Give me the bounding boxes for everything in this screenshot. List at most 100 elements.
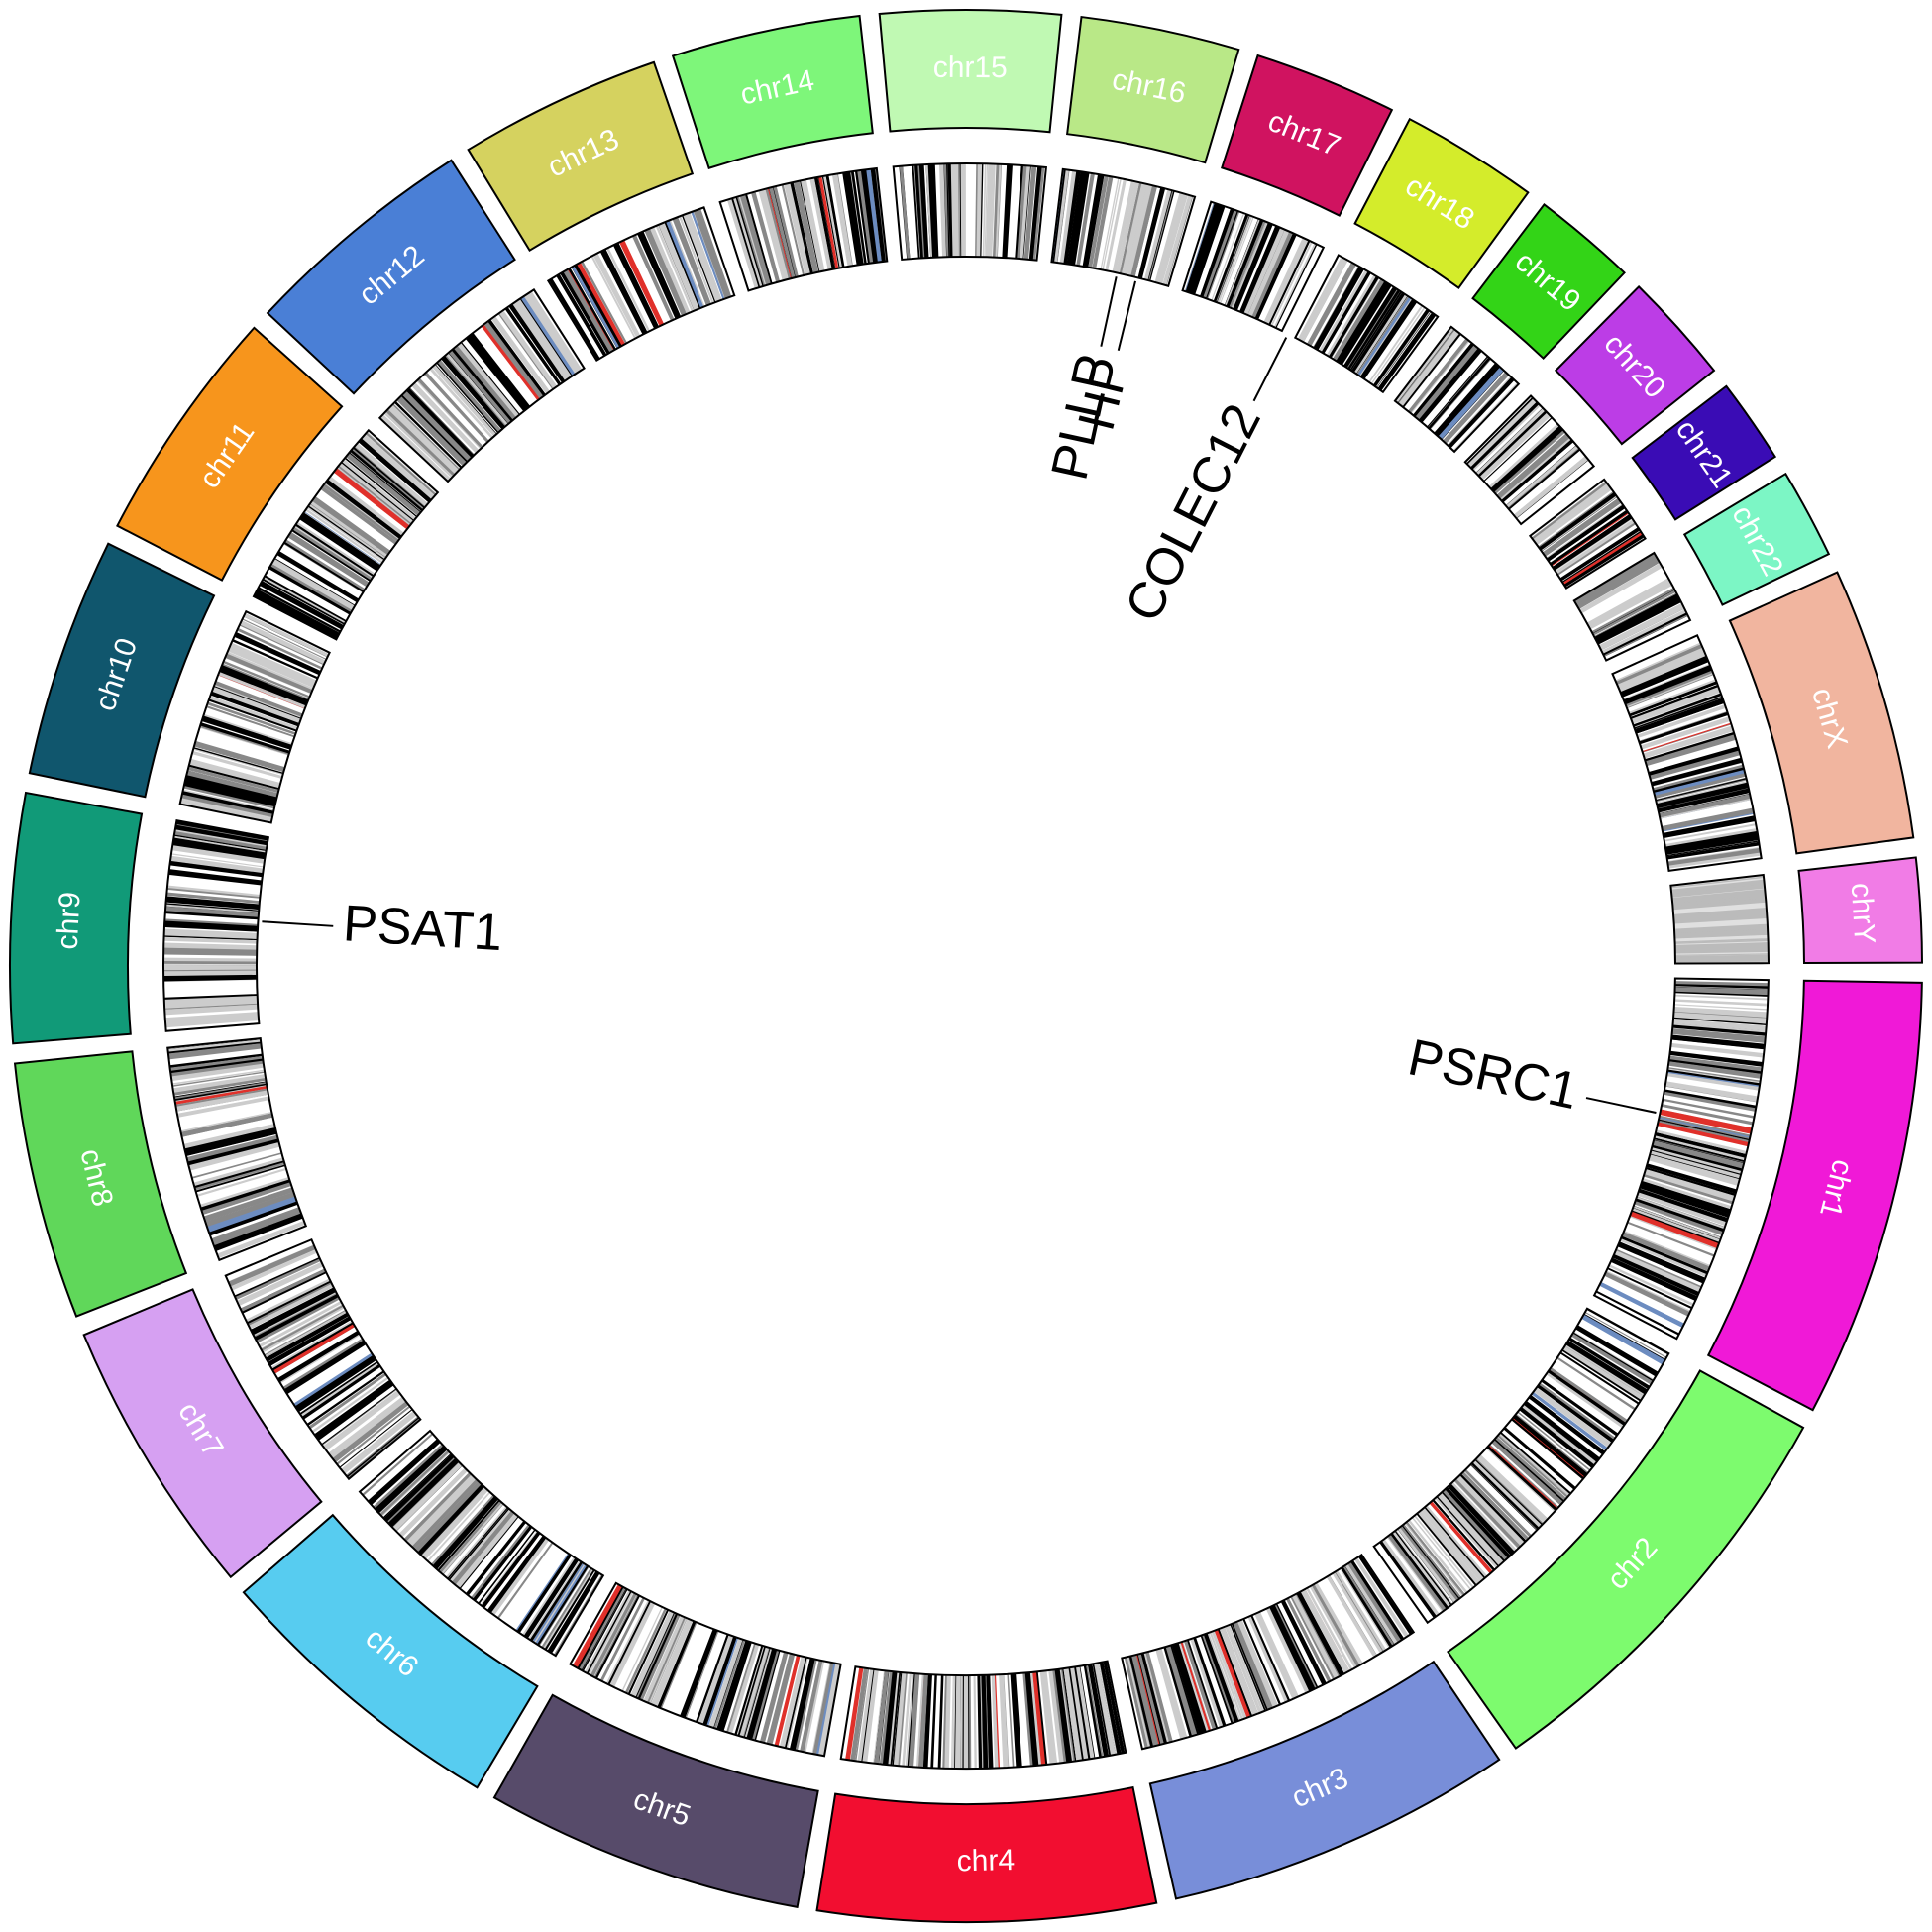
ideogram-band — [1417, 1511, 1479, 1586]
ideogram-band — [762, 188, 789, 280]
ideogram-band — [408, 1476, 477, 1547]
ideogram-band — [511, 301, 569, 381]
ideogram-band — [643, 1615, 685, 1703]
ideogram-band — [292, 526, 373, 581]
ideogram-band — [210, 690, 300, 727]
ideogram-band — [572, 1584, 623, 1668]
ideogram-band — [1483, 416, 1553, 483]
ideogram-band — [706, 1637, 739, 1727]
ideogram-band — [1339, 282, 1392, 366]
ideogram-band — [1479, 412, 1551, 480]
ideogram-band — [1667, 1061, 1762, 1079]
ideogram-band — [182, 789, 274, 811]
ideogram-band — [471, 332, 531, 408]
ideogram-band — [1239, 225, 1281, 314]
ideogram-band — [1086, 1664, 1104, 1758]
ideogram-band — [181, 790, 274, 815]
ideogram-band — [739, 1646, 768, 1737]
ideogram-band — [1639, 1185, 1730, 1218]
chromosome: chr20 — [1463, 284, 1716, 526]
ideogram-band — [1121, 182, 1143, 274]
ideogram-band — [1404, 1522, 1464, 1597]
ideogram-band — [337, 466, 411, 526]
ideogram-band — [1513, 456, 1589, 519]
ideogram-band — [1664, 1081, 1759, 1103]
ideogram-band — [1670, 879, 1765, 895]
ideogram-band — [812, 1662, 834, 1755]
ideogram-band — [173, 835, 267, 853]
ideogram-band — [1412, 342, 1474, 417]
ideogram-band — [1220, 216, 1254, 304]
ideogram-band — [515, 298, 572, 379]
chromosome: chr10 — [28, 542, 331, 824]
ideogram-band — [237, 1263, 324, 1306]
ideogram-band — [396, 396, 467, 467]
ideogram-band — [1070, 171, 1087, 266]
ideogram-band — [1368, 305, 1424, 383]
chromosome-label: chr15 — [933, 52, 1008, 84]
ideogram-band — [368, 1439, 441, 1506]
ideogram-band — [209, 696, 298, 730]
ideogram-band — [193, 747, 284, 775]
ideogram-band — [1488, 1445, 1558, 1510]
ideogram-band — [1336, 280, 1390, 364]
chromosome-label: chr9 — [52, 891, 87, 950]
ideogram-band — [673, 218, 709, 306]
ideogram-band — [1556, 1356, 1636, 1411]
ideogram-band — [199, 725, 289, 755]
ideogram-band — [173, 1082, 267, 1100]
ideogram-band — [1670, 876, 1765, 889]
ideogram-band — [232, 639, 319, 680]
ideogram-band — [261, 1304, 344, 1351]
ideogram-band — [191, 1152, 282, 1179]
ideogram-band — [1443, 372, 1510, 444]
ideogram-band — [321, 1388, 397, 1446]
ideogram-band — [1257, 1611, 1299, 1698]
ideogram-band — [1250, 1615, 1291, 1701]
ideogram-band — [194, 1162, 285, 1191]
ideogram-band — [287, 535, 368, 588]
ideogram-band — [203, 1187, 294, 1223]
ideogram-band — [1623, 665, 1713, 705]
chromosome-sector — [9, 791, 144, 1045]
ideogram-band — [781, 184, 805, 276]
ideogram-band — [922, 1673, 932, 1769]
ideogram-band — [455, 1513, 518, 1589]
gene-label: COLEC12 — [1115, 395, 1272, 630]
ideogram-band — [468, 333, 530, 410]
ideogram-band — [1447, 1483, 1515, 1556]
ideogram-band — [336, 1405, 411, 1465]
ideogram-band — [1314, 1582, 1363, 1665]
ideogram-band — [931, 163, 938, 258]
ideogram-band — [811, 177, 832, 270]
ideogram-band — [1438, 367, 1504, 440]
ideogram-band — [1335, 1569, 1387, 1652]
ideogram-band — [1541, 1379, 1619, 1437]
ideogram-band — [1063, 1667, 1083, 1762]
ideogram-band — [291, 529, 372, 582]
ideogram-band — [1242, 1618, 1282, 1705]
ideogram-band — [1667, 851, 1762, 869]
ideogram-band — [640, 231, 682, 318]
ideogram-outline — [252, 428, 440, 641]
ideogram-band — [1275, 244, 1318, 329]
ideogram-band — [1359, 298, 1416, 378]
ideogram-band — [1209, 1631, 1244, 1720]
ideogram-band — [696, 1634, 729, 1723]
chromosome-sector — [878, 9, 1063, 134]
ideogram-band — [227, 647, 315, 689]
ideogram-band — [854, 170, 871, 264]
ideogram-band — [1645, 734, 1737, 767]
ideogram-band — [1162, 194, 1193, 286]
ideogram-band — [758, 189, 788, 281]
ideogram-outline — [1669, 873, 1771, 965]
ideogram-band — [963, 1674, 969, 1769]
ideogram-band — [1661, 807, 1755, 831]
ideogram-band — [1633, 693, 1722, 727]
ideogram-band — [234, 631, 321, 676]
ideogram-band — [1002, 164, 1013, 259]
chromosome-label: chr4 — [956, 1844, 1015, 1878]
ideogram-band — [1148, 190, 1174, 281]
ideogram-outline — [377, 288, 586, 483]
